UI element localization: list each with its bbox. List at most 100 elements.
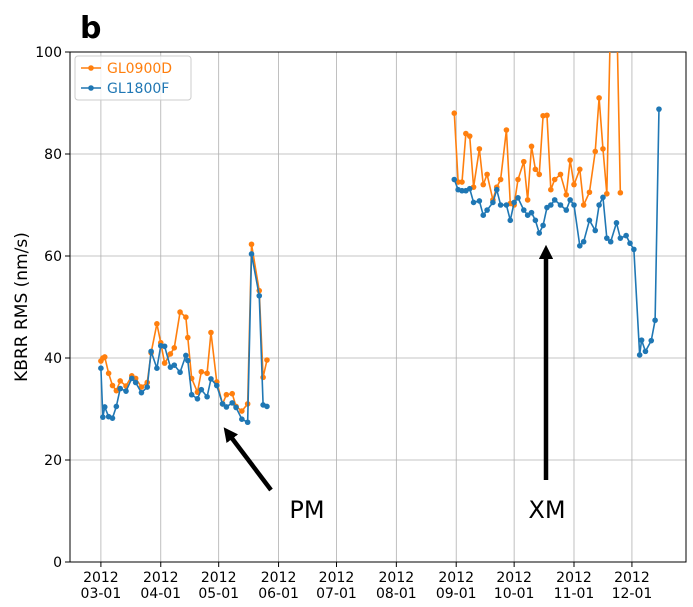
data-point: [177, 309, 183, 315]
data-point: [98, 365, 104, 372]
data-point: [576, 243, 583, 249]
data-point: [208, 376, 214, 382]
data-point: [652, 317, 658, 324]
data-point: [520, 158, 527, 165]
data-point: [183, 314, 189, 321]
data-point: [177, 369, 183, 376]
legend-label: GL1800F: [107, 81, 169, 97]
data-point: [480, 212, 487, 218]
data-point: [600, 194, 606, 201]
data-point: [184, 334, 191, 341]
legend-box: [74, 55, 192, 101]
data-point: [497, 202, 504, 208]
annotation-arrow: [223, 427, 273, 492]
data-point: [563, 192, 570, 198]
data-point: [264, 357, 270, 363]
legend-label: GL0900D: [107, 61, 172, 77]
data-point: [128, 375, 135, 382]
data-point: [260, 374, 266, 381]
data-point: [229, 390, 236, 397]
data-point: [567, 197, 573, 203]
data-point: [642, 348, 649, 355]
data-point: [571, 181, 577, 188]
data-point: [596, 202, 602, 208]
data-point: [507, 217, 514, 224]
data-point: [167, 351, 174, 357]
data-point: [580, 202, 587, 208]
data-point: [148, 348, 154, 355]
data-point: [524, 197, 531, 203]
data-point: [233, 404, 239, 411]
data-point: [536, 230, 543, 236]
data-point: [604, 235, 610, 241]
data-point: [586, 217, 593, 224]
data-point: [184, 357, 191, 364]
data-point: [219, 401, 226, 407]
data-point: [548, 186, 554, 193]
x-tick-label: 2012 05-01: [198, 570, 239, 602]
y-tick-label: 80: [44, 147, 62, 163]
data-point: [604, 190, 610, 197]
data-point: [144, 384, 151, 390]
data-point: [466, 133, 473, 139]
data-point: [544, 112, 550, 119]
data-point: [497, 176, 504, 183]
data-point: [248, 241, 255, 248]
x-tick-label: 2012 09-01: [436, 570, 477, 602]
data-point: [113, 403, 120, 410]
data-point: [631, 246, 637, 253]
data-point: [548, 202, 554, 208]
data-point: [459, 187, 465, 194]
data-point: [223, 404, 230, 410]
y-tick-label: 40: [44, 351, 62, 367]
data-point: [493, 186, 500, 193]
data-point: [515, 176, 521, 183]
data-point: [476, 198, 483, 204]
data-point: [451, 176, 458, 183]
data-point: [161, 360, 168, 366]
data-point: [490, 199, 496, 206]
data-point: [470, 199, 477, 206]
data-point: [256, 292, 263, 299]
y-tick-label: 0: [53, 555, 62, 571]
data-point: [198, 368, 205, 375]
data-point: [239, 416, 245, 423]
data-point: [109, 415, 116, 421]
data-point: [101, 404, 108, 410]
data-point: [536, 171, 543, 178]
data-point: [613, 220, 620, 226]
data-point: [520, 207, 527, 213]
panel-label: b: [80, 11, 101, 46]
plot-area: [98, 52, 662, 426]
x-tick-label: 2012 10-01: [494, 570, 535, 602]
data-point: [551, 176, 558, 183]
data-point: [656, 106, 662, 112]
data-point: [567, 157, 573, 163]
data-point: [244, 419, 251, 426]
data-point: [208, 329, 214, 336]
x-tick-label: 2012 12-01: [612, 570, 653, 602]
data-point: [648, 337, 655, 344]
data-point: [563, 207, 570, 213]
x-tick-label: 2012 04-01: [140, 570, 181, 602]
data-point: [171, 345, 178, 351]
x-tick-label: 2012 08-01: [376, 570, 417, 602]
data-point: [229, 400, 236, 406]
data-point: [638, 337, 645, 343]
data-point: [551, 197, 558, 203]
data-point: [100, 414, 106, 420]
data-point: [248, 251, 255, 257]
data-point: [171, 362, 178, 368]
data-point: [503, 127, 510, 133]
y-axis-label: KBRR RMS (nm/s): [12, 232, 32, 382]
series-line: [100, 109, 660, 424]
data-point: [511, 199, 517, 206]
data-point: [117, 378, 124, 384]
data-point: [528, 143, 535, 150]
data-point: [204, 370, 210, 377]
data-point: [532, 166, 539, 173]
data-point: [154, 365, 160, 372]
data-point: [239, 408, 245, 414]
data-point: [183, 352, 189, 359]
